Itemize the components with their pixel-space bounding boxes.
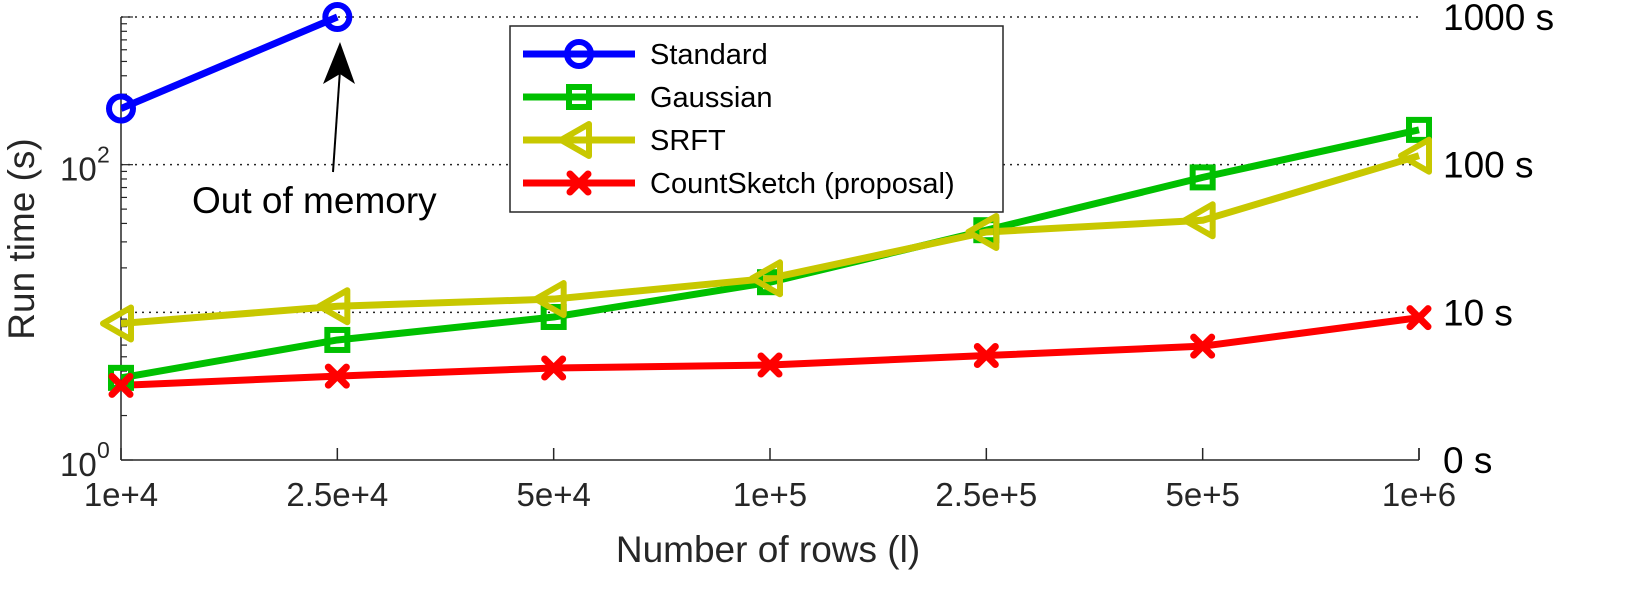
annotation-arrow-head: [323, 42, 355, 84]
y-tick-label: 10 2: [60, 142, 110, 188]
x-tick-label: 1e+6: [1382, 476, 1456, 513]
data-point-x: [324, 363, 350, 389]
data-point-x: [757, 352, 783, 378]
y-tick-exponent: 0: [97, 437, 110, 463]
y-tick-exponent: 2: [97, 142, 110, 168]
x-axis-label: Number of rows (l): [616, 529, 920, 570]
annotation: Out of memory: [192, 42, 437, 221]
y-tick-label: 10 0: [60, 437, 110, 483]
series-line-square: [121, 126, 1420, 382]
legend-marker-x: [566, 170, 592, 196]
right-label: 100 s: [1443, 145, 1534, 186]
legend-marker-circle: [564, 39, 594, 69]
data-point-circle: [106, 93, 136, 124]
x-tick-label: 1e+4: [84, 476, 158, 513]
data-point-triangle-left: [316, 287, 351, 326]
data-point-x: [973, 343, 999, 369]
data-point-square: [1406, 116, 1432, 143]
series-line-circle: [121, 13, 339, 112]
marker-group: [100, 2, 1432, 398]
legend-marker-triangle-left: [558, 121, 592, 159]
legend-marker-square: [566, 84, 592, 110]
right-label: 0 s: [1443, 440, 1492, 481]
data-point-triangle-left: [1398, 136, 1432, 175]
x-tick-label: 5e+5: [1165, 476, 1239, 513]
y-axis-label: Run time (s): [1, 138, 42, 339]
legend-label: Standard: [650, 39, 768, 71]
data-point-x: [1406, 305, 1432, 331]
y-tick-base: 10: [60, 151, 97, 188]
x-tick-label: 5e+4: [516, 476, 590, 513]
series-line-x: [121, 314, 1420, 389]
legend: Standard Gaussian SRFT CountSketch (proposa…: [509, 25, 1004, 213]
x-tick-label: 1e+5: [733, 476, 807, 513]
legend-label: CountSketch (proposal): [650, 168, 955, 200]
data-point-x: [1190, 333, 1216, 359]
data-point-triangle-left: [749, 259, 783, 298]
legend-label: Gaussian: [650, 82, 773, 114]
data-point-square: [1189, 164, 1216, 191]
x-tick-label: 2.5e+5: [935, 476, 1037, 513]
right-label: 1000 s: [1443, 0, 1554, 38]
data-point-triangle-left: [532, 280, 567, 319]
data-point-square: [324, 326, 351, 353]
x-tick-labels: 1e+4 2.5e+4 5e+4 1e+5 2.5e+5 5e+5 1e+6: [84, 476, 1456, 513]
annotation-arrow-shaft: [332, 69, 341, 173]
legend-label: SRFT: [650, 125, 726, 157]
annotation-text: Out of memory: [192, 180, 437, 221]
y-tick-base: 10: [60, 446, 97, 483]
data-point-x: [108, 372, 134, 398]
data-point-triangle-left: [965, 212, 1000, 251]
right-value-labels: 1000 s 100 s 10 s 0 s: [1443, 0, 1554, 481]
data-point-triangle-left: [100, 304, 134, 343]
data-point-x: [541, 355, 567, 381]
data-point-triangle-left: [1181, 201, 1216, 240]
series-line-triangle-left: [121, 152, 1421, 328]
x-tick-label: 2.5e+4: [286, 476, 388, 513]
right-label: 10 s: [1443, 292, 1513, 333]
data-point-circle: [322, 2, 353, 32]
